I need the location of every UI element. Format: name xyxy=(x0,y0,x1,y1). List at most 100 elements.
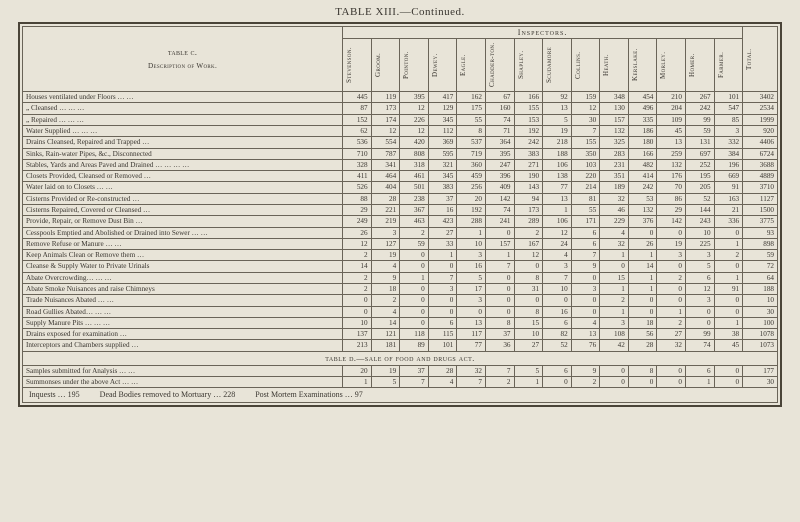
cell: 0 xyxy=(400,295,429,306)
inspector-col-2: Pointon. xyxy=(400,39,429,92)
table-row: Supply Manure Pits … … …1014061381564318… xyxy=(23,317,778,328)
cell: 195 xyxy=(685,171,714,182)
cell: 6 xyxy=(685,365,714,376)
cell: 55 xyxy=(571,205,600,216)
cell: 210 xyxy=(657,92,686,103)
cell: 0 xyxy=(657,377,686,388)
cell: 0 xyxy=(600,261,629,272)
cell: 24 xyxy=(543,238,572,249)
cell: 27 xyxy=(428,227,457,238)
cell: 0 xyxy=(714,261,743,272)
cell: 0 xyxy=(685,317,714,328)
cell: 4 xyxy=(428,377,457,388)
cell: 2 xyxy=(400,227,429,238)
cell: 336 xyxy=(714,216,743,227)
cell: 7 xyxy=(543,272,572,283)
cell: 70 xyxy=(657,182,686,193)
cell: 411 xyxy=(343,171,372,182)
cell: 5 xyxy=(457,272,486,283)
cell: 7 xyxy=(457,377,486,388)
cell: 8 xyxy=(514,272,543,283)
cell: 0 xyxy=(657,227,686,238)
cell: 1 xyxy=(714,317,743,328)
cell: 1 xyxy=(457,227,486,238)
cell: 56 xyxy=(628,329,657,340)
table-row: Remove Refuse or Manure … …1212759331015… xyxy=(23,238,778,249)
cell: 186 xyxy=(628,126,657,137)
cell: 0 xyxy=(343,306,372,317)
cell: 132 xyxy=(657,159,686,170)
cell: 3 xyxy=(428,283,457,294)
cell: 19 xyxy=(657,238,686,249)
table-row: „ Cleansed … … …871731212917516015513121… xyxy=(23,103,778,114)
table-row: Summonses under the above Act … …1574721… xyxy=(23,377,778,388)
cell: 0 xyxy=(600,365,629,376)
row-description: Supply Manure Pits … … … xyxy=(23,317,343,328)
cell: 142 xyxy=(485,193,514,204)
cell: 176 xyxy=(657,171,686,182)
cell: 7 xyxy=(571,126,600,137)
cell: 4889 xyxy=(743,171,778,182)
table-row: Drains Cleansed, Repaired and Trapped …5… xyxy=(23,137,778,148)
cell: 1 xyxy=(628,283,657,294)
inquests-text: Inquests … 195 xyxy=(29,390,80,399)
cell: 395 xyxy=(485,148,514,159)
cell: 1 xyxy=(428,250,457,261)
cell: 537 xyxy=(457,137,486,148)
cell: 1 xyxy=(714,272,743,283)
cell: 129 xyxy=(428,103,457,114)
cell: 710 xyxy=(343,148,372,159)
cell: 482 xyxy=(628,159,657,170)
cell: 142 xyxy=(657,216,686,227)
cell: 59 xyxy=(743,250,778,261)
row-description: Summonses under the above Act … … xyxy=(23,377,343,388)
cell: 6 xyxy=(571,227,600,238)
table-row: Cleanse & Supply Water to Private Urinal… xyxy=(23,261,778,272)
row-description: Trade Nuisances Abated … … xyxy=(23,295,343,306)
cell: 6 xyxy=(571,238,600,249)
cell: 82 xyxy=(543,329,572,340)
description-header: Description of Work. xyxy=(25,62,340,70)
cell: 501 xyxy=(400,182,429,193)
cell: 160 xyxy=(485,103,514,114)
cell: 351 xyxy=(600,171,629,182)
cell: 174 xyxy=(371,114,400,125)
cell: 74 xyxy=(685,340,714,351)
cell: 62 xyxy=(343,126,372,137)
cell: 0 xyxy=(628,306,657,317)
cell: 288 xyxy=(457,216,486,227)
table-row: Closets Provided, Cleansed or Removed …4… xyxy=(23,171,778,182)
cell: 155 xyxy=(571,137,600,148)
cell: 6 xyxy=(685,272,714,283)
cell: 243 xyxy=(685,216,714,227)
cell: 345 xyxy=(428,171,457,182)
cell: 21 xyxy=(714,205,743,216)
cell: 9 xyxy=(571,261,600,272)
cell: 30 xyxy=(743,306,778,317)
cell: 132 xyxy=(628,205,657,216)
cell: 94 xyxy=(514,193,543,204)
cell: 0 xyxy=(571,306,600,317)
cell: 1 xyxy=(343,377,372,388)
table-row: Samples submitted for Analysis … …201937… xyxy=(23,365,778,376)
cell: 0 xyxy=(657,261,686,272)
cell: 5 xyxy=(543,114,572,125)
cell: 192 xyxy=(514,126,543,137)
table-c-label: table c. xyxy=(25,48,340,57)
table-row: Stables, Yards and Areas Paved and Drain… xyxy=(23,159,778,170)
cell: 3688 xyxy=(743,159,778,170)
cell: 100 xyxy=(743,317,778,328)
inspector-col-9: Heath. xyxy=(600,39,629,92)
cell: 0 xyxy=(428,261,457,272)
row-description: Cesspools Emptied and Abolished or Drain… xyxy=(23,227,343,238)
table-row: Cisterns Repaired, Covered or Cleansed …… xyxy=(23,205,778,216)
cell: 173 xyxy=(514,205,543,216)
table-frame: table c. Description of Work. Inspectors… xyxy=(18,22,782,407)
cell: 7 xyxy=(571,250,600,261)
cell: 920 xyxy=(743,126,778,137)
cell: 547 xyxy=(714,103,743,114)
cell: 13 xyxy=(543,193,572,204)
cell: 27 xyxy=(657,329,686,340)
cell: 231 xyxy=(600,159,629,170)
cell: 2 xyxy=(343,272,372,283)
